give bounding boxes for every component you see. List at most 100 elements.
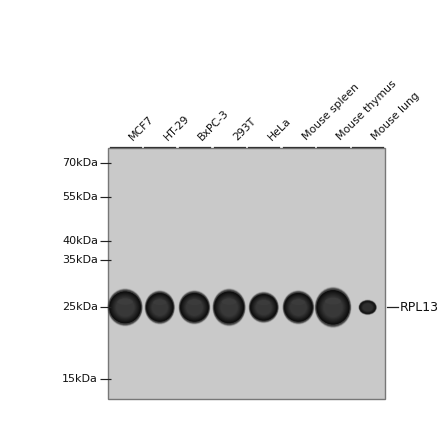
Ellipse shape: [283, 291, 314, 324]
Ellipse shape: [288, 297, 308, 318]
Ellipse shape: [108, 289, 143, 326]
Ellipse shape: [359, 300, 377, 315]
Ellipse shape: [361, 302, 374, 313]
Ellipse shape: [290, 299, 307, 316]
Ellipse shape: [110, 292, 140, 322]
Ellipse shape: [362, 303, 373, 312]
Ellipse shape: [213, 289, 246, 326]
Ellipse shape: [282, 291, 314, 324]
Ellipse shape: [109, 291, 141, 324]
Ellipse shape: [315, 288, 351, 326]
Ellipse shape: [149, 296, 170, 318]
Ellipse shape: [256, 299, 272, 315]
Ellipse shape: [318, 292, 348, 323]
Ellipse shape: [109, 291, 141, 324]
Ellipse shape: [252, 296, 275, 319]
Ellipse shape: [315, 288, 351, 327]
Ellipse shape: [218, 296, 240, 319]
Ellipse shape: [318, 292, 348, 323]
Ellipse shape: [284, 293, 313, 322]
Ellipse shape: [183, 295, 206, 319]
Ellipse shape: [316, 290, 349, 325]
Ellipse shape: [107, 288, 143, 326]
Ellipse shape: [182, 295, 207, 320]
Ellipse shape: [285, 294, 312, 321]
Ellipse shape: [315, 287, 352, 328]
Text: Mouse thymus: Mouse thymus: [335, 79, 399, 142]
Ellipse shape: [359, 301, 376, 314]
Ellipse shape: [111, 293, 139, 322]
Ellipse shape: [220, 299, 238, 316]
Ellipse shape: [179, 291, 210, 324]
Ellipse shape: [289, 297, 308, 318]
Ellipse shape: [213, 290, 245, 325]
Ellipse shape: [214, 292, 244, 323]
Ellipse shape: [320, 294, 346, 321]
Ellipse shape: [182, 295, 207, 320]
Ellipse shape: [150, 297, 170, 318]
Ellipse shape: [185, 298, 204, 317]
Ellipse shape: [145, 292, 174, 323]
Ellipse shape: [290, 299, 307, 316]
Ellipse shape: [186, 299, 203, 316]
Ellipse shape: [110, 292, 140, 323]
Ellipse shape: [253, 297, 275, 318]
Ellipse shape: [213, 291, 245, 324]
Ellipse shape: [179, 291, 210, 324]
Ellipse shape: [319, 292, 348, 322]
Ellipse shape: [284, 292, 313, 322]
Ellipse shape: [315, 287, 351, 328]
Ellipse shape: [145, 291, 175, 324]
Ellipse shape: [146, 293, 173, 321]
Ellipse shape: [216, 293, 243, 322]
Ellipse shape: [217, 295, 241, 320]
Ellipse shape: [255, 299, 272, 316]
Ellipse shape: [148, 295, 171, 319]
Text: 40kDa: 40kDa: [62, 236, 98, 247]
Ellipse shape: [217, 295, 241, 320]
Ellipse shape: [147, 294, 172, 321]
Ellipse shape: [115, 297, 136, 318]
Ellipse shape: [213, 289, 246, 325]
Ellipse shape: [360, 301, 376, 314]
Ellipse shape: [179, 292, 210, 323]
Ellipse shape: [360, 301, 375, 314]
Ellipse shape: [256, 299, 272, 315]
Ellipse shape: [184, 297, 205, 318]
Ellipse shape: [321, 295, 345, 320]
Ellipse shape: [249, 293, 278, 321]
Ellipse shape: [215, 293, 243, 322]
Ellipse shape: [219, 297, 239, 318]
Ellipse shape: [317, 291, 348, 324]
Ellipse shape: [363, 303, 373, 311]
Ellipse shape: [113, 295, 137, 319]
Ellipse shape: [283, 292, 313, 323]
Ellipse shape: [111, 294, 139, 321]
Ellipse shape: [146, 293, 173, 322]
Ellipse shape: [109, 292, 141, 323]
Ellipse shape: [321, 295, 345, 320]
Ellipse shape: [108, 289, 142, 325]
Text: 293T: 293T: [231, 116, 257, 142]
Ellipse shape: [317, 291, 349, 324]
Ellipse shape: [180, 292, 209, 323]
Ellipse shape: [180, 293, 209, 322]
Ellipse shape: [151, 299, 168, 316]
Ellipse shape: [249, 293, 278, 321]
Ellipse shape: [323, 296, 344, 318]
Ellipse shape: [250, 295, 277, 320]
Ellipse shape: [320, 294, 346, 321]
Ellipse shape: [146, 293, 173, 321]
Ellipse shape: [110, 293, 140, 322]
Ellipse shape: [315, 288, 351, 327]
Ellipse shape: [213, 289, 245, 325]
Ellipse shape: [108, 289, 143, 325]
Text: RPL13: RPL13: [400, 301, 439, 314]
Ellipse shape: [289, 298, 308, 317]
Ellipse shape: [285, 294, 312, 321]
Ellipse shape: [179, 291, 210, 324]
Ellipse shape: [316, 290, 350, 325]
Ellipse shape: [316, 289, 350, 325]
Text: Mouse spleen: Mouse spleen: [301, 82, 361, 142]
Ellipse shape: [359, 300, 377, 315]
